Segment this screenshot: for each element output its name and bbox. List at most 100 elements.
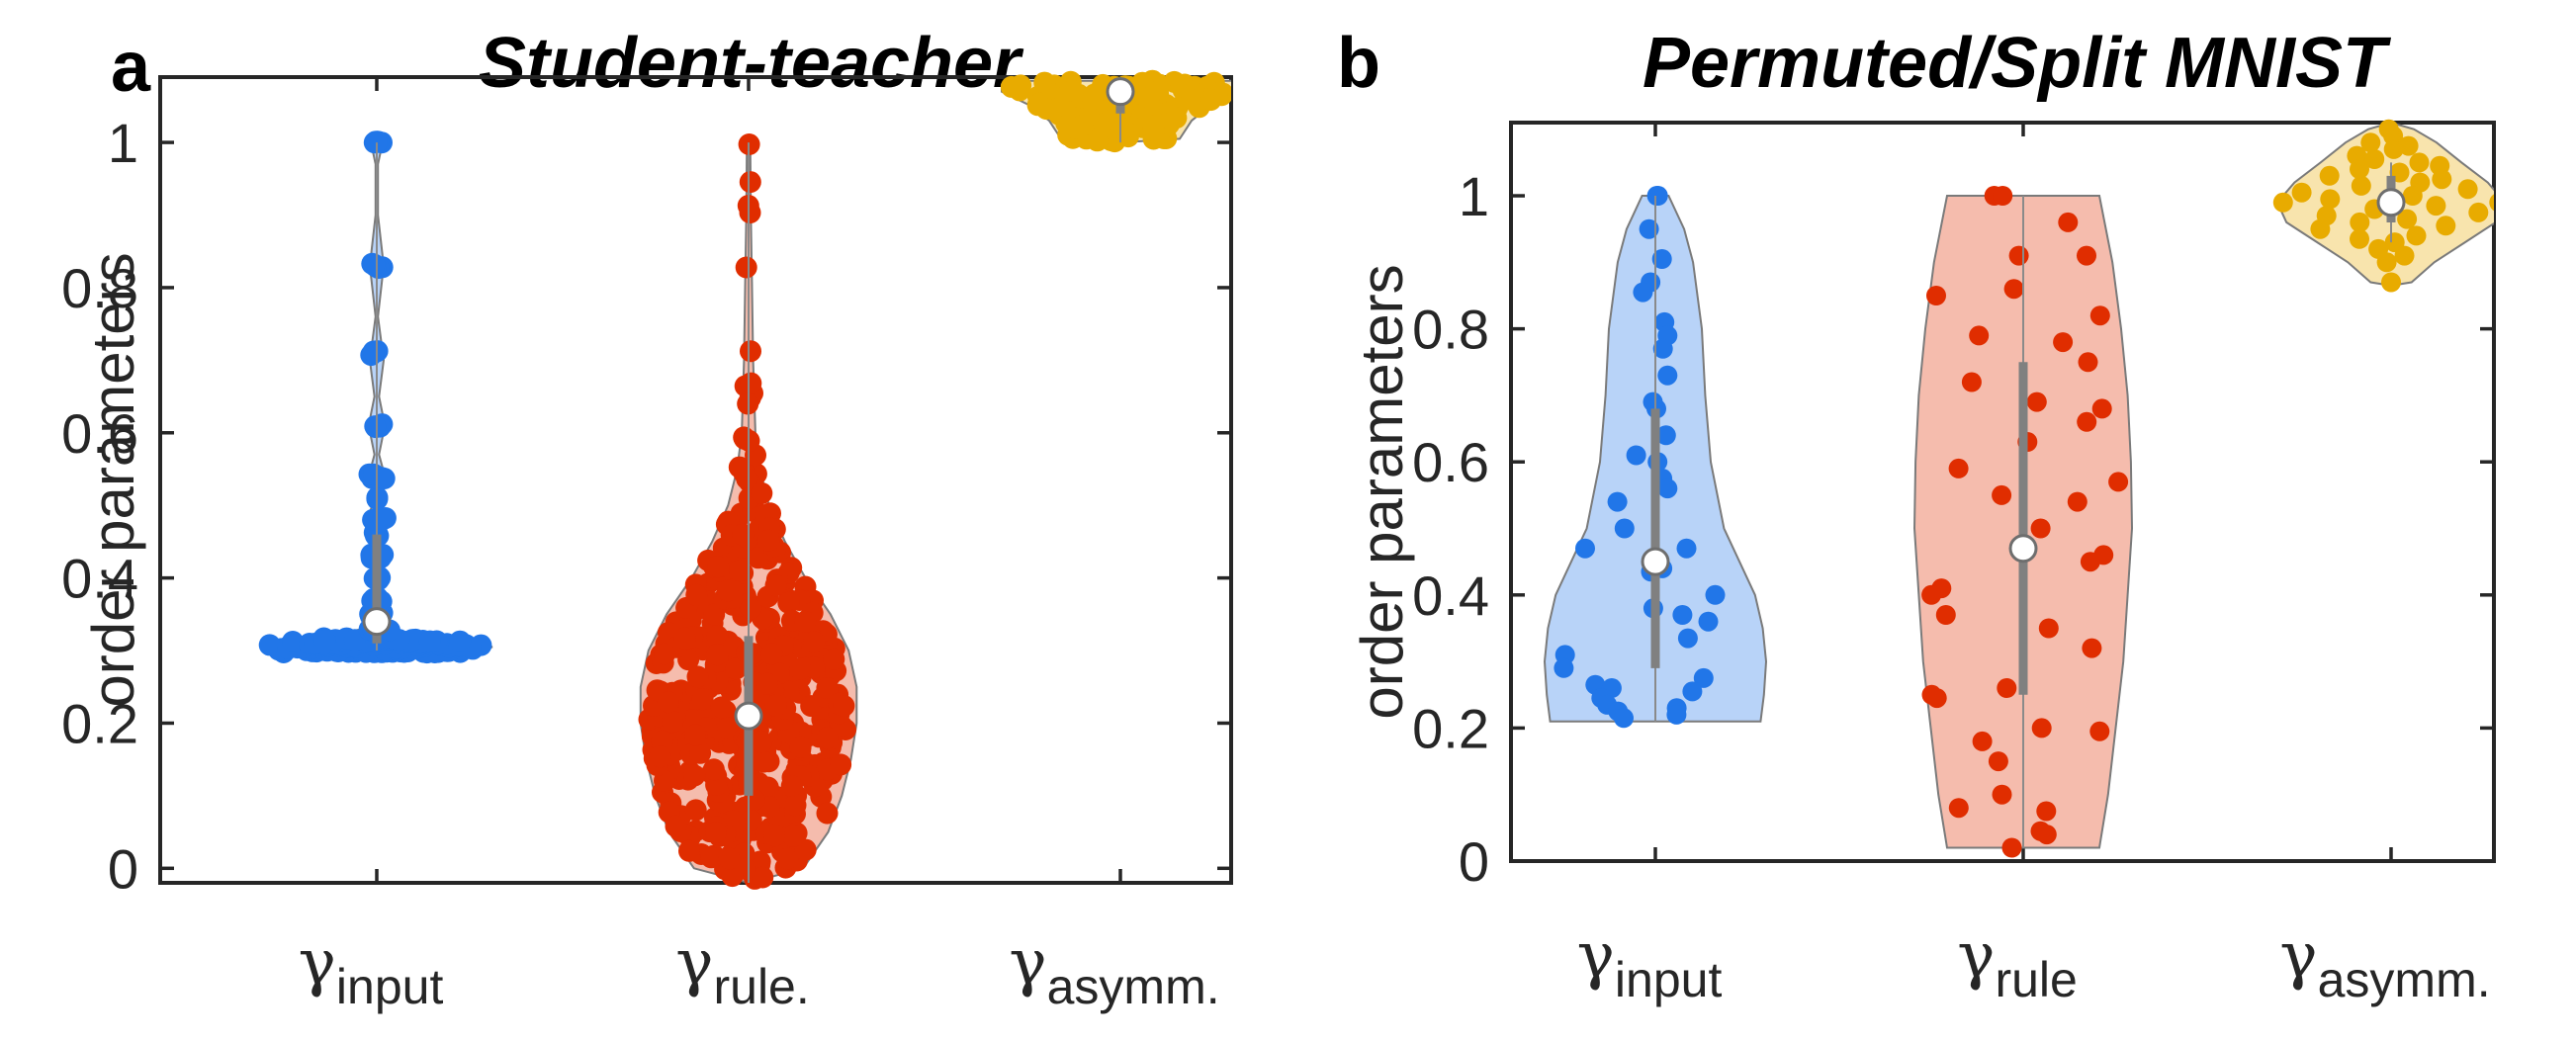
data-point (1614, 708, 1634, 729)
data-point (364, 415, 387, 438)
panel-b-letter: b (1337, 24, 1380, 103)
data-point (2406, 225, 2427, 246)
data-point (2036, 825, 2057, 845)
data-point (1652, 338, 1673, 359)
violin-asymm (2272, 119, 2494, 293)
data-point (2272, 192, 2293, 213)
data-point (2291, 182, 2312, 203)
x-category-label: γinput (299, 926, 444, 1014)
data-point (2036, 801, 2057, 822)
data-point (1614, 518, 1635, 539)
data-point (2350, 159, 2369, 180)
median-marker (1106, 77, 1135, 107)
data-point (764, 574, 787, 597)
data-point (1698, 611, 1719, 632)
data-point (2398, 135, 2419, 156)
data-point (789, 736, 812, 758)
violin-input (1543, 186, 1768, 729)
data-point (649, 745, 671, 768)
data-point (365, 130, 388, 153)
data-point (700, 846, 723, 869)
data-point (1086, 130, 1109, 152)
data-point (2320, 189, 2341, 210)
data-point (725, 657, 748, 680)
data-point (702, 758, 725, 781)
data-point (764, 694, 787, 717)
data-point (1921, 584, 1942, 605)
data-point (729, 560, 752, 582)
data-point (2350, 212, 2370, 232)
data-point (816, 802, 839, 825)
data-point (2381, 272, 2401, 293)
data-point (1926, 688, 1947, 709)
median-marker (2008, 534, 2038, 564)
data-point (2038, 618, 2059, 639)
data-point (2350, 228, 2369, 249)
data-point (2053, 332, 2074, 353)
data-point (1199, 89, 1222, 112)
data-point (789, 657, 812, 680)
data-point (740, 372, 762, 394)
data-point (313, 629, 336, 651)
data-point (2394, 245, 2415, 266)
data-point (449, 630, 472, 652)
x-category-label: γasymm. (2279, 919, 2490, 1007)
axis-frame (158, 75, 1233, 885)
panel-a-letter: a (111, 28, 151, 107)
data-point (1992, 784, 2012, 805)
y-tick-label: 1 (1459, 165, 1489, 227)
data-point (685, 583, 708, 606)
y-axis-label: order parameters (80, 252, 146, 707)
data-point (751, 731, 773, 753)
data-point (1988, 751, 2008, 772)
data-point (1639, 218, 1659, 239)
data-point (703, 603, 726, 626)
x-category-label: γrule. (675, 926, 810, 1014)
y-tick-label: 0.6 (1412, 431, 1489, 493)
data-point (689, 741, 712, 764)
data-point (1926, 286, 1946, 305)
data-point (1672, 605, 1693, 625)
data-point (1142, 115, 1165, 137)
data-point (706, 625, 729, 648)
data-point (673, 627, 696, 650)
data-point (2489, 194, 2494, 212)
data-point (2008, 245, 2029, 266)
data-point (751, 481, 773, 504)
data-point (784, 794, 807, 817)
panel-b-plot: 0 0.2 0.4 0.6 0.8 1 order parameters γinput γrul… (1349, 119, 2496, 1007)
data-point (760, 643, 783, 665)
x-category-label: γasymm. (1009, 926, 1219, 1014)
median-marker (2376, 188, 2406, 217)
data-point (654, 643, 676, 665)
data-point (823, 648, 845, 670)
data-point (740, 597, 762, 620)
panel-a-title: Student-teacher (479, 24, 1024, 103)
data-point (2376, 252, 2397, 273)
data-point (1657, 365, 1678, 386)
data-point (732, 523, 755, 546)
data-point (2031, 718, 2052, 738)
data-point (721, 865, 744, 888)
data-point (282, 631, 305, 652)
median-marker (362, 607, 392, 637)
data-point (716, 717, 739, 739)
data-point (2436, 216, 2456, 236)
data-point (735, 256, 757, 279)
data-point (1705, 584, 1726, 605)
data-point (684, 724, 706, 746)
x-category-label: γrule (1957, 919, 2078, 1007)
data-point (373, 468, 396, 489)
data-point (2351, 175, 2371, 196)
data-point (1554, 657, 1574, 678)
panel-a-plot: 0 0.2 0.4 0.6 0.8 1 order parameters γinput γrul… (61, 69, 1233, 1014)
data-point (2091, 398, 2112, 419)
data-point (763, 825, 785, 847)
data-point (1081, 88, 1104, 110)
data-point (1651, 249, 1672, 269)
data-point (1138, 87, 1161, 109)
data-point (691, 688, 714, 711)
data-point (2310, 218, 2331, 239)
data-point (1626, 445, 1646, 466)
y-tick-label: 0 (1459, 830, 1489, 893)
